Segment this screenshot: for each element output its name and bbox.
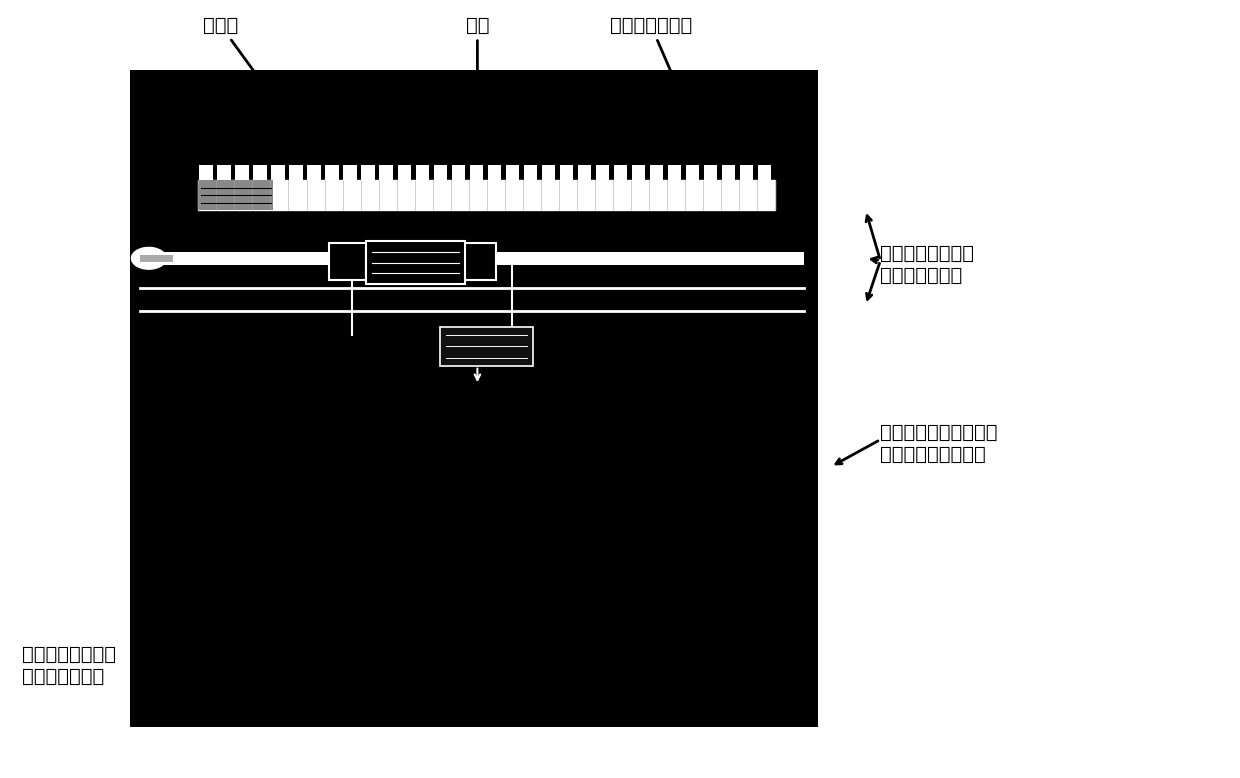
Bar [434, 165, 448, 180]
Text: 木模: 木模 [466, 16, 489, 91]
Bar [198, 180, 273, 210]
Bar [130, 70, 818, 727]
Bar [459, 243, 496, 280]
Bar [686, 165, 699, 180]
Bar [329, 243, 366, 280]
Bar [379, 165, 393, 180]
Circle shape [131, 247, 166, 269]
Text: 用于测量铸件内温
度曲线的热电偶: 用于测量铸件内温 度曲线的热电偶 [22, 645, 117, 685]
Text: 定位槽: 定位槽 [203, 16, 269, 93]
Bar [440, 327, 533, 366]
Bar [343, 165, 357, 180]
Bar [559, 165, 573, 180]
Bar [506, 165, 520, 180]
Bar [758, 165, 771, 180]
Bar [740, 165, 754, 180]
Bar [668, 165, 681, 180]
Bar [140, 252, 804, 265]
Bar [217, 165, 231, 180]
Bar [650, 165, 663, 180]
Bar [542, 165, 556, 180]
Bar [272, 165, 285, 180]
Bar [366, 241, 465, 284]
Bar [487, 165, 501, 180]
Bar [236, 165, 249, 180]
Bar [451, 165, 465, 180]
Bar [470, 165, 484, 180]
Bar [704, 165, 717, 180]
Bar [722, 165, 735, 180]
Bar [614, 165, 627, 180]
Bar [362, 165, 374, 180]
Text: 换热界面对应边: 换热界面对应边 [610, 16, 692, 92]
Bar [198, 180, 775, 210]
Bar [631, 165, 645, 180]
Bar [200, 165, 213, 180]
Text: 用于测量砂型内温
度曲线的热电偶: 用于测量砂型内温 度曲线的热电偶 [880, 244, 975, 285]
Bar [325, 165, 339, 180]
Bar [415, 165, 429, 180]
Bar [253, 165, 267, 180]
Bar [308, 165, 321, 180]
Bar [578, 165, 591, 180]
Bar [595, 165, 609, 180]
Bar [523, 165, 537, 180]
Bar [289, 165, 303, 180]
Bar [398, 165, 410, 180]
Bar [140, 254, 174, 262]
Text: 具有自身固化效果的砂
型材料（如树脂砂）: 具有自身固化效果的砂 型材料（如树脂砂） [880, 423, 998, 464]
